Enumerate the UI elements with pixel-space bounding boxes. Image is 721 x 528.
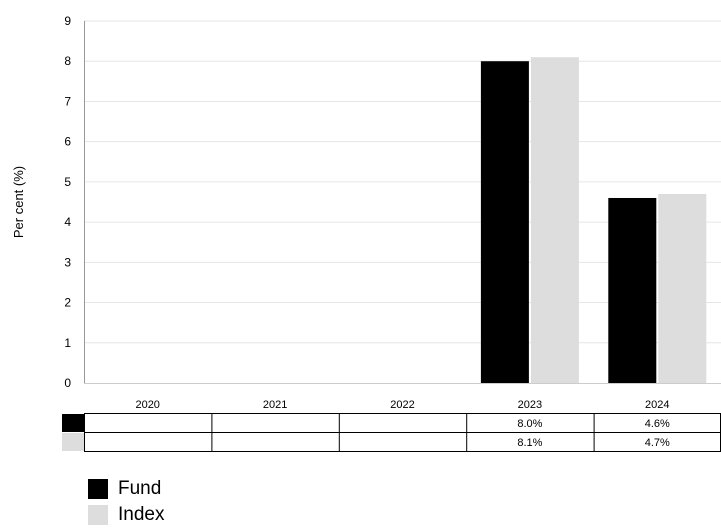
x-tick-label: 2023: [518, 399, 542, 411]
y-tick-label: 9: [64, 14, 71, 28]
data-label-index: 4.7%: [645, 437, 670, 449]
x-tick-label: 2021: [263, 399, 287, 411]
y-tick-label: 8: [64, 54, 71, 68]
y-tick-label: 7: [64, 94, 71, 108]
bar-fund-2024: [608, 197, 657, 383]
legend-swatch-fund: [88, 479, 108, 499]
table-swatch-index: [62, 433, 84, 451]
bar-fund-2023: [480, 61, 529, 383]
y-tick-label: 4: [64, 215, 71, 229]
y-tick-label: 5: [64, 175, 71, 189]
table-swatch-fund: [62, 414, 84, 432]
data-label-fund: 8.0%: [517, 418, 542, 430]
bar-index-2023: [530, 57, 579, 383]
y-tick-label: 3: [64, 255, 71, 269]
legend-label-fund: Fund: [118, 478, 162, 499]
y-axis-label: Per cent (%): [11, 166, 26, 238]
legend: Fund Index: [88, 476, 164, 528]
bar-chart: 0 1 2 3 4 5 6 7 8 9 Per cent (%) 2020 2021 2022 2023 20…: [11, 14, 721, 452]
legend-swatch-index: [88, 505, 108, 525]
y-tick-label: 2: [64, 296, 71, 310]
legend-label-index: Index: [118, 504, 165, 525]
data-label-index: 8.1%: [517, 437, 542, 449]
legend-item-index: Index: [88, 502, 164, 528]
bar-index-2024: [658, 193, 707, 383]
y-tick-label: 0: [64, 376, 71, 390]
x-tick-label: 2020: [135, 399, 159, 411]
legend-item-fund: Fund: [88, 476, 164, 502]
y-tick-label: 1: [64, 336, 71, 350]
x-tick-label: 2024: [645, 399, 669, 411]
y-tick-label: 6: [64, 135, 71, 149]
x-tick-label: 2022: [390, 399, 414, 411]
data-label-fund: 4.6%: [645, 418, 670, 430]
